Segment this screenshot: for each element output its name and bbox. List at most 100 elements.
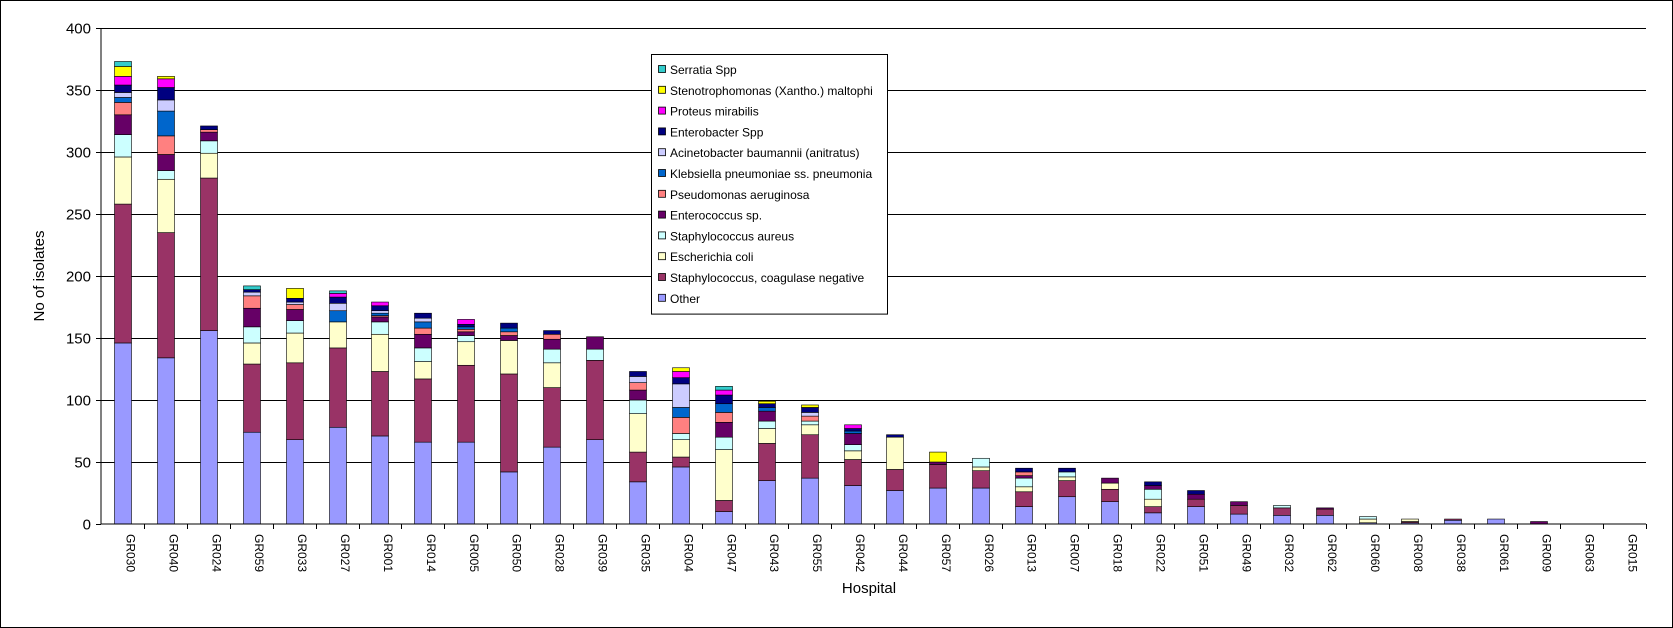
bar-segment xyxy=(286,304,304,310)
bar-segment xyxy=(801,434,819,479)
bar-segment xyxy=(1015,467,1033,473)
bar-segment xyxy=(1273,515,1291,525)
bar-segment xyxy=(114,203,132,344)
legend-entry: Enterococcus sp. xyxy=(670,209,762,223)
bar-segment xyxy=(758,480,776,525)
bar-segment xyxy=(543,338,561,350)
bar-segment xyxy=(715,449,733,501)
bar-segment xyxy=(844,430,862,434)
bar-segment xyxy=(672,433,690,440)
bar-segment xyxy=(157,110,175,137)
bar-segment xyxy=(1144,498,1162,507)
bar-segment xyxy=(114,156,132,205)
bar-segment xyxy=(1230,501,1248,506)
bar-segment xyxy=(414,312,432,319)
bar-segment xyxy=(586,348,604,361)
legend-entry: Enterobacter Spp xyxy=(670,125,764,139)
x-tick-label: GR040 xyxy=(166,534,180,572)
bar-segment xyxy=(286,301,304,305)
legend-entry: Pseudomonas aeruginosa xyxy=(670,188,810,202)
bar-segment xyxy=(972,457,990,468)
bar-segment xyxy=(715,389,733,396)
bar-segment xyxy=(371,301,389,307)
x-tick-label: GR013 xyxy=(1025,534,1039,572)
bar-segment xyxy=(414,317,432,323)
bar-segment xyxy=(200,125,218,130)
bar-segment xyxy=(543,387,561,448)
bar-segment xyxy=(414,361,432,380)
bar-segment xyxy=(672,456,690,468)
bar-segment xyxy=(1273,505,1291,509)
bar-segment xyxy=(414,378,432,443)
bar-segment xyxy=(500,322,518,329)
bar-segment xyxy=(157,99,175,112)
bar-segment xyxy=(114,66,132,77)
bar-segment xyxy=(371,333,389,372)
bar-segment xyxy=(1316,515,1334,525)
bar-segment xyxy=(414,327,432,335)
bar-segment xyxy=(543,362,561,388)
x-axis-label: Hospital xyxy=(842,580,896,597)
bar-segment xyxy=(715,386,733,391)
axes xyxy=(100,28,1646,525)
bar-segment xyxy=(715,394,733,405)
bar-segment xyxy=(758,410,776,422)
bar-segment xyxy=(715,422,733,438)
bar-segment xyxy=(243,289,261,293)
bar-segment xyxy=(886,436,904,470)
y-tick-label: 200 xyxy=(66,269,91,286)
x-tick-label: GR030 xyxy=(123,534,137,572)
bar-segment xyxy=(329,426,347,525)
legend-swatch xyxy=(658,148,666,157)
bar-segment xyxy=(801,415,819,422)
bar-segment xyxy=(1101,501,1119,525)
x-tick-label: GR007 xyxy=(1068,534,1082,572)
x-tick-label: GR051 xyxy=(1196,534,1210,572)
legend-box xyxy=(651,54,888,315)
x-tick-label: GR055 xyxy=(810,534,824,572)
bar-segment xyxy=(629,481,647,525)
bar-segment xyxy=(243,431,261,525)
bar-segment xyxy=(114,97,132,103)
legend-swatch xyxy=(658,273,666,281)
legend-swatch xyxy=(658,293,666,302)
x-tick-label: GR024 xyxy=(209,534,223,572)
bar-segment xyxy=(758,420,776,429)
bar-segment xyxy=(329,302,347,312)
bar-segment xyxy=(286,320,304,334)
y-tick-label: 150 xyxy=(66,331,91,348)
bar-segment xyxy=(1316,508,1334,516)
bar-segment xyxy=(114,134,132,158)
y-axis-ticks: 0 50 100 150 200 250 300 350 400 xyxy=(66,21,101,534)
bar-segment xyxy=(886,490,904,525)
bar-segment xyxy=(329,347,347,428)
bar-segment xyxy=(157,87,175,101)
bar-segment xyxy=(500,335,518,341)
bar-segment xyxy=(586,336,604,350)
bar-segment xyxy=(629,413,647,453)
bar-segment xyxy=(329,293,347,298)
bar-segment xyxy=(1316,507,1334,510)
bar-segment xyxy=(1487,518,1505,525)
x-tick-label: GR044 xyxy=(896,534,910,572)
bar-segment xyxy=(457,341,475,366)
bar-segment xyxy=(157,178,175,233)
bar-segment xyxy=(243,295,261,309)
x-tick-label: GR049 xyxy=(1239,534,1253,572)
bar-segment xyxy=(457,329,475,333)
bar-segment xyxy=(629,371,647,377)
x-axis-ticks: GR030 GR040 GR024 GR059 GR033 GR027 GR001 GR014… xyxy=(123,524,1647,572)
x-tick-label: GR038 xyxy=(1454,534,1468,572)
bar-segment xyxy=(715,511,733,525)
bar-segment xyxy=(243,363,261,433)
bar-segment xyxy=(1058,476,1076,481)
bar-segment xyxy=(1144,488,1162,500)
bar-segment xyxy=(844,424,862,429)
bar-segment xyxy=(371,305,389,312)
legend-swatch xyxy=(658,127,666,136)
bar-segment xyxy=(371,312,389,316)
legend-swatch xyxy=(658,210,666,219)
bar-segment xyxy=(715,412,733,423)
bar-segment xyxy=(329,321,347,349)
bar-segment xyxy=(1444,518,1462,521)
